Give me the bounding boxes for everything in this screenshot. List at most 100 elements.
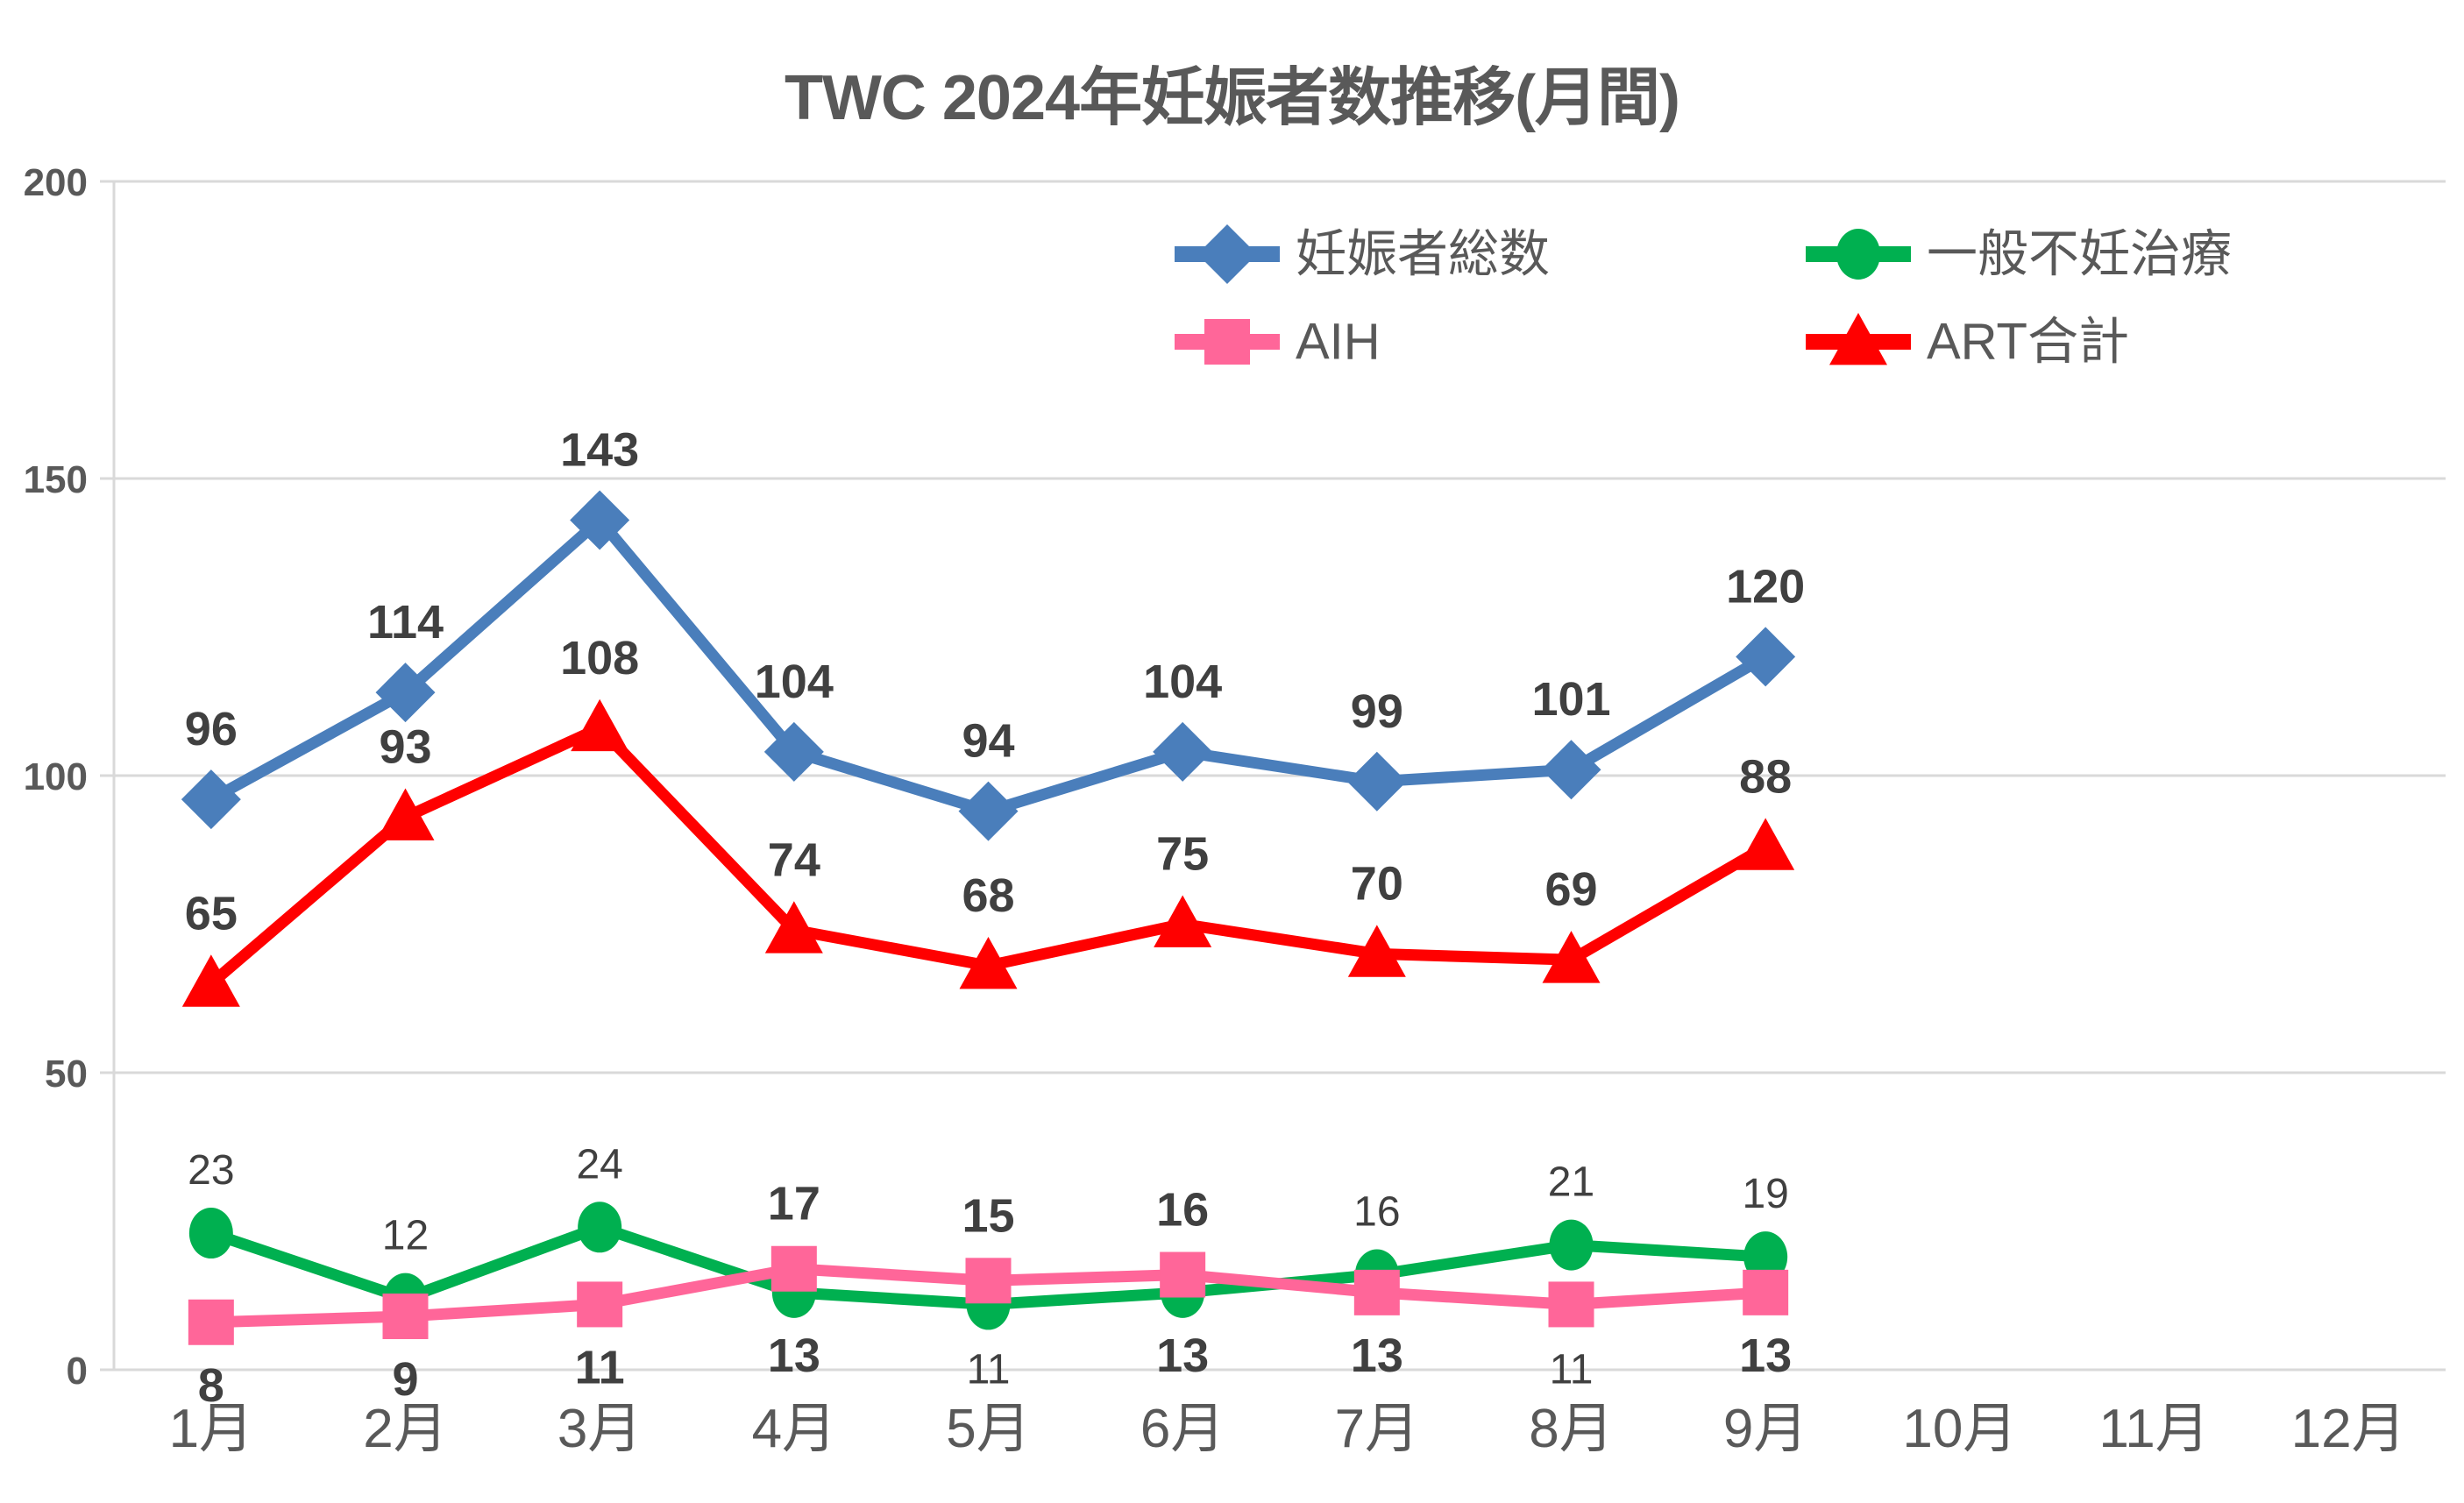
data-label-AIH-4: 17 bbox=[768, 1178, 820, 1230]
data-label-ART合計-9: 88 bbox=[1739, 750, 1792, 803]
data-label-ART合計-4: 74 bbox=[768, 833, 820, 886]
chart-title: TWC 2024年妊娠者数推移(月間) bbox=[784, 63, 1680, 133]
data-label-ART合計-1: 65 bbox=[185, 887, 238, 939]
series-ART合計-marker-3 bbox=[571, 698, 629, 752]
data-label-AIH-5: 15 bbox=[962, 1189, 1014, 1242]
data-label-一般不妊治療-3: 24 bbox=[576, 1141, 622, 1188]
series-line-妊娠者総数 bbox=[205, 514, 1772, 818]
x-tick-label-4: 4月 bbox=[752, 1399, 836, 1459]
series-一般不妊治療-marker-8 bbox=[1549, 1219, 1594, 1271]
legend-label-妊娠者総数[interactable]: 妊娠者総数 bbox=[1296, 225, 1550, 282]
data-point-labels-group: 96 114 143 104 94 104 99 101 120 23 12 24 13 11 13 16 21… bbox=[185, 423, 1805, 1411]
x-tick-label-1: 1月 bbox=[169, 1399, 253, 1459]
x-tick-label-10: 10月 bbox=[1902, 1399, 2017, 1459]
data-label-ART合計-8: 69 bbox=[1544, 863, 1597, 916]
series-一般不妊治療-marker-3 bbox=[578, 1202, 622, 1253]
data-label-AIH-1: 8 bbox=[198, 1359, 224, 1412]
series-ART合計-marker-7 bbox=[1347, 925, 1406, 977]
data-label-ART合計-2: 93 bbox=[379, 720, 431, 773]
series-AIH-marker-3 bbox=[577, 1281, 623, 1328]
legend-AIH-marker-0 bbox=[1204, 319, 1250, 365]
data-label-ART合計-5: 68 bbox=[962, 869, 1014, 922]
legend-label-ART合計[interactable]: ART合計 bbox=[1927, 313, 2129, 370]
data-label-AIH-8: 11 bbox=[1550, 1346, 1594, 1393]
x-tick-label-11: 11月 bbox=[2098, 1399, 2209, 1459]
legend-label-一般不妊治療[interactable]: 一般不妊治療 bbox=[1927, 225, 2232, 282]
data-label-AIH-9: 13 bbox=[1739, 1329, 1792, 1382]
series-AIH-marker-2 bbox=[382, 1293, 429, 1339]
data-label-AIH-3: 11 bbox=[575, 1341, 625, 1393]
series-ART合計-marker-2 bbox=[376, 788, 435, 840]
chart-legend: 妊娠者総数 一般不妊治療 AIH ART合計 bbox=[1175, 224, 2232, 370]
data-label-一般不妊治療-1: 23 bbox=[188, 1147, 234, 1194]
data-label-一般不妊治療-7: 16 bbox=[1353, 1189, 1400, 1236]
data-label-妊娠者総数-6: 104 bbox=[1143, 656, 1222, 708]
x-tick-label-8: 8月 bbox=[1529, 1399, 1613, 1459]
series-妊娠者総数-marker-9 bbox=[1736, 627, 1796, 687]
data-label-妊娠者総数-8: 101 bbox=[1531, 673, 1610, 726]
data-label-AIH-7: 13 bbox=[1351, 1329, 1403, 1382]
series-妊娠者総数-marker-2 bbox=[375, 663, 436, 723]
data-label-妊娠者総数-4: 104 bbox=[755, 656, 834, 708]
data-label-AIH-6: 16 bbox=[1156, 1184, 1209, 1237]
series-AIH-marker-6 bbox=[1160, 1251, 1206, 1298]
legend-一般不妊治療-marker-0 bbox=[1836, 229, 1880, 280]
x-tick-label-7: 7月 bbox=[1335, 1399, 1419, 1459]
data-label-一般不妊治療-6: 13 bbox=[1156, 1329, 1209, 1382]
y-tick-label-100: 100 bbox=[24, 755, 88, 798]
series-AIH-marker-5 bbox=[965, 1258, 1012, 1304]
series-妊娠者総数-marker-3 bbox=[570, 490, 630, 550]
data-label-一般不妊治療-5: 11 bbox=[967, 1346, 1011, 1393]
data-label-AIH-2: 9 bbox=[392, 1353, 418, 1406]
data-label-一般不妊治療-2: 12 bbox=[382, 1213, 429, 1259]
data-label-ART合計-7: 70 bbox=[1351, 857, 1403, 910]
data-label-妊娠者総数-1: 96 bbox=[185, 703, 238, 755]
series-一般不妊治療-marker-9 bbox=[1743, 1231, 1788, 1283]
data-label-一般不妊治療-8: 21 bbox=[1548, 1159, 1594, 1206]
y-tick-label-150: 150 bbox=[24, 458, 88, 501]
series-妊娠者総数-marker-1 bbox=[181, 769, 241, 830]
x-axis-tick-labels: 1月 2月 3月 4月 5月 6月 7月 8月 9月 10月 11月 12月 bbox=[169, 1399, 2406, 1459]
data-label-ART合計-3: 108 bbox=[560, 632, 639, 684]
y-tick-label-0: 0 bbox=[67, 1350, 88, 1393]
series-AIH-marker-8 bbox=[1548, 1281, 1594, 1328]
series-妊娠者総数-marker-8 bbox=[1541, 740, 1601, 800]
legend-妊娠者総数-marker-0 bbox=[1197, 224, 1257, 284]
legend-label-AIH[interactable]: AIH bbox=[1296, 313, 1381, 370]
series-ART合計-marker-6 bbox=[1154, 895, 1212, 947]
x-tick-label-2: 2月 bbox=[363, 1399, 447, 1459]
series-AIH-marker-4 bbox=[770, 1245, 817, 1292]
y-tick-label-50: 50 bbox=[45, 1053, 88, 1095]
data-label-一般不妊治療-9: 19 bbox=[1742, 1171, 1788, 1217]
y-axis-tick-labels: 0 50 100 150 200 bbox=[24, 161, 88, 1393]
series-AIH-marker-7 bbox=[1353, 1269, 1400, 1315]
series-ART合計-marker-9 bbox=[1736, 818, 1795, 870]
data-label-ART合計-6: 75 bbox=[1156, 828, 1209, 881]
series-一般不妊治療-marker-1 bbox=[188, 1208, 233, 1259]
series-ART合計-marker-1 bbox=[181, 954, 240, 1007]
legend-ART合計-marker-0 bbox=[1829, 313, 1887, 365]
series-AIH-marker-9 bbox=[1743, 1269, 1789, 1315]
x-tick-label-3: 3月 bbox=[557, 1399, 642, 1459]
x-tick-label-5: 5月 bbox=[946, 1399, 1030, 1459]
data-label-妊娠者総数-3: 143 bbox=[560, 423, 639, 476]
data-label-妊娠者総数-7: 99 bbox=[1351, 685, 1403, 738]
series-ART合計-marker-8 bbox=[1542, 931, 1601, 983]
y-tick-label-200: 200 bbox=[24, 161, 88, 204]
x-tick-label-9: 9月 bbox=[1723, 1399, 1807, 1459]
series-AIH-marker-1 bbox=[188, 1299, 234, 1345]
data-label-一般不妊治療-4: 13 bbox=[768, 1329, 820, 1382]
series-ART合計-marker-5 bbox=[959, 936, 1018, 989]
series-妊娠者総数-marker-4 bbox=[763, 721, 824, 782]
data-label-妊娠者総数-2: 114 bbox=[367, 596, 444, 649]
series-妊娠者総数-marker-6 bbox=[1153, 721, 1213, 782]
series-妊娠者総数-marker-5 bbox=[958, 781, 1019, 841]
series-markers-group bbox=[181, 490, 1796, 1345]
x-tick-label-12: 12月 bbox=[2291, 1399, 2406, 1459]
series-ART合計-marker-4 bbox=[764, 901, 823, 954]
data-label-妊娠者総数-9: 120 bbox=[1726, 560, 1805, 613]
x-tick-label-6: 6月 bbox=[1140, 1399, 1225, 1459]
data-label-妊娠者総数-5: 94 bbox=[962, 715, 1014, 768]
series-妊娠者総数-marker-7 bbox=[1346, 751, 1407, 812]
